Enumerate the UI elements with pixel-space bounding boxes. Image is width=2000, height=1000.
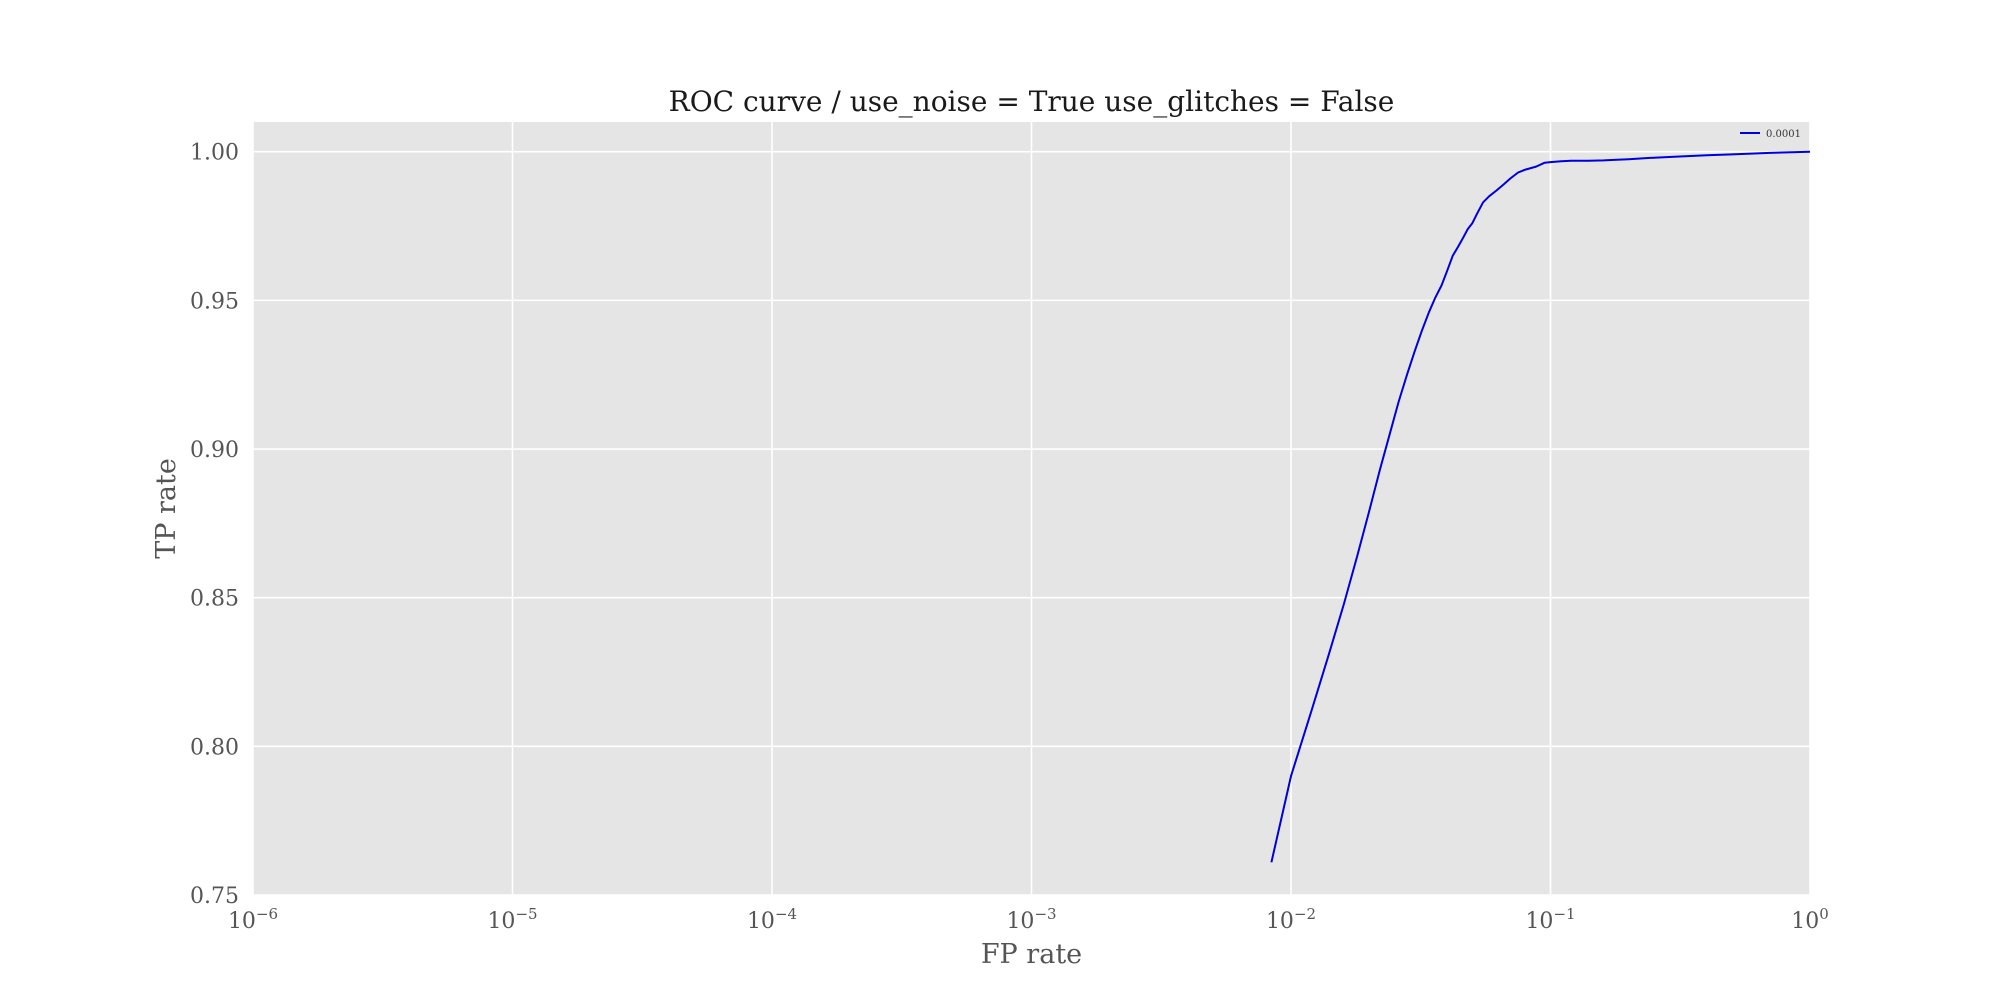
y-tick-label: 0.75	[190, 884, 239, 909]
y-tick-label: 0.85	[190, 587, 239, 612]
x-axis-ticks: 10−6 10−5 10−4 10−3 10−2 10−1 100	[228, 905, 1829, 934]
x-axis-label: FP rate	[981, 939, 1082, 970]
chart-title: ROC curve / use_noise = True use_glitche…	[669, 85, 1395, 118]
y-tick-label: 1.00	[190, 141, 239, 166]
y-tick-label: 0.80	[190, 735, 239, 760]
grid-lines	[252, 122, 1811, 896]
x-tick-label: 10−1	[1525, 905, 1575, 934]
x-tick-label: 100	[1791, 905, 1829, 934]
y-tick-label: 0.90	[190, 438, 239, 463]
y-axis-ticks: 0.75 0.80 0.85 0.90 0.95 1.00	[190, 141, 239, 909]
x-tick-label: 10−6	[228, 905, 278, 934]
x-tick-label: 10−5	[487, 905, 537, 934]
y-tick-label: 0.95	[190, 289, 239, 314]
series-line-0	[1270, 150, 1811, 863]
x-tick-label: 10−2	[1266, 905, 1316, 934]
y-axis-label: TP rate	[151, 458, 182, 559]
x-tick-label: 10−3	[1006, 905, 1056, 934]
legend: 0.0001	[1740, 129, 1801, 140]
series-layer	[1270, 150, 1811, 863]
x-tick-label: 10−4	[747, 905, 797, 934]
legend-label: 0.0001	[1766, 129, 1801, 140]
